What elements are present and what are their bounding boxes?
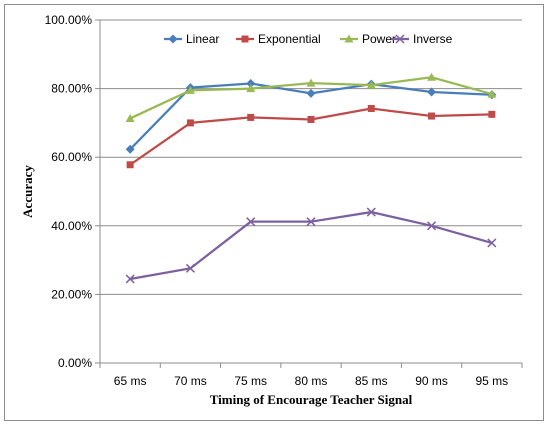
legend-label: Exponential xyxy=(258,32,321,46)
marker-stroke xyxy=(306,217,316,227)
data-point-exponential xyxy=(428,112,436,120)
data-point-linear xyxy=(246,78,256,88)
y-tick-label: 80.00% xyxy=(51,82,92,96)
data-point-linear xyxy=(125,144,135,154)
legend-item-power: Power xyxy=(340,32,396,46)
data-point-power xyxy=(306,78,316,87)
data-point-power xyxy=(487,89,497,98)
legend-label: Linear xyxy=(186,32,219,46)
legend-marker xyxy=(168,34,178,44)
data-point-linear xyxy=(306,88,316,98)
data-point-power xyxy=(427,72,437,81)
data-point-exponential xyxy=(488,110,496,118)
y-tick-label: 100.00% xyxy=(45,13,93,27)
legend: Linear Exponential Power Inverse xyxy=(164,32,453,46)
legend-marker xyxy=(241,35,249,43)
y-tick-labels: 0.00% 20.00% 40.00% 60.00% 80.00% 100.00% xyxy=(45,13,93,370)
x-tick-label: 95 ms xyxy=(476,374,509,388)
data-point-inverse xyxy=(185,263,195,273)
x-tick-label: 80 ms xyxy=(295,374,328,388)
marker-stroke xyxy=(125,274,135,284)
data-point-exponential xyxy=(307,115,315,123)
data-point-inverse xyxy=(246,217,256,227)
series-inverse xyxy=(125,207,497,284)
marker-stroke xyxy=(185,263,195,273)
x-axis-title: Timing of Encourage Teacher Signal xyxy=(210,392,413,407)
data-point-linear xyxy=(427,87,437,97)
data-point-inverse xyxy=(306,217,316,227)
data-point-inverse xyxy=(125,274,135,284)
y-tick-label: 0.00% xyxy=(58,356,92,370)
y-tick-label: 40.00% xyxy=(51,219,92,233)
legend-marker xyxy=(344,34,354,43)
data-point-exponential xyxy=(247,113,255,121)
x-tick-label: 75 ms xyxy=(234,374,267,388)
marker-stroke xyxy=(487,238,497,248)
axes xyxy=(95,19,523,368)
y-tick-label: 60.00% xyxy=(51,150,92,164)
data-point-inverse xyxy=(366,207,376,217)
series-power xyxy=(125,72,497,122)
data-point-power xyxy=(185,85,195,94)
marker-stroke xyxy=(395,34,405,44)
legend-item-exponential: Exponential xyxy=(236,32,321,46)
y-axis-title: Accuracy xyxy=(20,165,35,218)
series-layer xyxy=(125,72,497,284)
data-point-power xyxy=(125,113,135,122)
marker-stroke xyxy=(427,221,437,231)
marker-stroke xyxy=(366,207,376,217)
data-point-exponential xyxy=(186,119,194,127)
data-point-inverse xyxy=(427,221,437,231)
chart-frame xyxy=(4,4,544,421)
legend-item-linear: Linear xyxy=(164,32,219,46)
data-point-exponential xyxy=(126,161,134,169)
x-tick-labels: 65 ms 70 ms 75 ms 80 ms 85 ms 90 ms 95 ms xyxy=(114,374,508,388)
legend-marker xyxy=(395,34,405,44)
data-point-inverse xyxy=(487,238,497,248)
gridlines xyxy=(100,19,522,295)
x-tick-label: 65 ms xyxy=(114,374,147,388)
x-tick-label: 90 ms xyxy=(415,374,448,388)
data-point-exponential xyxy=(367,104,375,112)
legend-label: Inverse xyxy=(413,32,453,46)
legend-item-inverse: Inverse xyxy=(391,32,453,46)
legend-label: Power xyxy=(362,32,396,46)
marker-stroke xyxy=(246,217,256,227)
y-tick-label: 20.00% xyxy=(51,287,92,301)
data-point-power xyxy=(366,80,376,89)
x-tick-label: 70 ms xyxy=(174,374,207,388)
x-tick-label: 85 ms xyxy=(355,374,388,388)
data-point-power xyxy=(246,84,256,93)
series-exponential xyxy=(126,104,496,169)
